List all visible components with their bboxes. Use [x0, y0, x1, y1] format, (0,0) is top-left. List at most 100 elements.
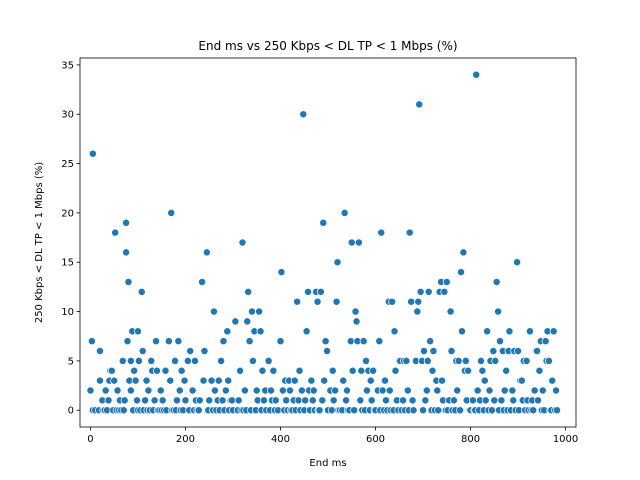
data-point — [538, 386, 547, 395]
data-point — [525, 327, 534, 336]
data-point — [363, 386, 371, 395]
data-point — [158, 396, 167, 405]
x-tick-label: 1000 — [553, 434, 578, 445]
data-point — [141, 396, 150, 405]
data-point — [442, 278, 451, 286]
data-point — [217, 356, 226, 365]
data-point — [343, 386, 351, 395]
y-tick-label: 0 — [68, 406, 74, 417]
data-point — [458, 327, 466, 336]
data-point — [110, 376, 119, 385]
data-point — [453, 386, 462, 395]
data-point — [535, 366, 544, 375]
data-point — [403, 386, 412, 395]
data-point — [290, 376, 299, 385]
plot-frame — [79, 57, 577, 428]
data-point — [147, 356, 156, 365]
data-point — [95, 376, 104, 385]
data-point — [490, 396, 499, 405]
data-point — [183, 356, 192, 365]
data-point — [138, 347, 147, 355]
data-point — [111, 228, 120, 237]
data-point — [508, 386, 517, 395]
data-point — [459, 248, 468, 257]
data-point — [553, 406, 561, 415]
data-point — [357, 366, 366, 375]
data-point — [293, 297, 302, 306]
data-point — [409, 406, 418, 415]
data-point — [194, 406, 203, 415]
data-point — [331, 386, 340, 395]
data-point — [481, 396, 490, 405]
data-point — [214, 376, 223, 385]
data-point — [282, 396, 291, 405]
data-point — [277, 268, 286, 277]
data-point — [440, 287, 449, 296]
data-point — [530, 386, 539, 395]
data-point — [122, 218, 131, 227]
data-point — [219, 337, 228, 346]
data-point — [472, 70, 481, 79]
data-point — [286, 386, 294, 395]
data-point — [434, 406, 443, 415]
data-point — [180, 376, 189, 385]
data-point — [378, 386, 387, 395]
data-point — [346, 337, 355, 346]
data-point — [517, 376, 526, 385]
data-point — [375, 337, 384, 346]
data-point — [101, 386, 110, 395]
data-point — [541, 337, 550, 346]
data-point — [407, 297, 416, 306]
data-point — [356, 396, 365, 405]
data-point — [124, 278, 133, 286]
data-point — [210, 386, 219, 395]
x-tick-label: 0 — [87, 434, 93, 445]
data-point — [405, 228, 414, 237]
data-point — [259, 396, 268, 405]
data-point — [408, 396, 417, 405]
data-point — [302, 327, 311, 336]
data-point — [218, 396, 227, 405]
y-tick-label: 10 — [61, 307, 74, 318]
y-tick-label: 30 — [61, 110, 74, 121]
data-point — [198, 278, 207, 286]
data-point — [120, 396, 129, 405]
y-axis: 0 5 10 15 20 25 30 35 — [61, 60, 80, 417]
data-point — [297, 386, 306, 395]
data-point — [278, 386, 287, 395]
data-point — [487, 406, 496, 415]
data-point — [426, 337, 435, 346]
data-point — [223, 327, 232, 336]
data-point — [248, 356, 257, 365]
data-point — [118, 356, 127, 365]
data-point — [522, 356, 531, 365]
data-point — [421, 396, 430, 405]
data-point — [509, 396, 518, 405]
data-point — [199, 376, 208, 385]
y-tick-label: 5 — [68, 356, 74, 367]
data-point — [529, 406, 538, 415]
data-point — [544, 356, 553, 365]
data-point — [485, 386, 494, 395]
data-point — [315, 406, 324, 415]
chart-title: End ms vs 250 Kbps < DL TP < 1 Mbps (%) — [198, 39, 457, 53]
data-point — [478, 366, 487, 375]
data-point — [144, 386, 153, 395]
data-point — [245, 337, 254, 346]
data-point — [134, 327, 142, 336]
data-point — [391, 366, 400, 375]
data-point — [221, 386, 230, 395]
data-point — [367, 396, 376, 405]
data-point — [548, 376, 557, 385]
x-axis: 0 200 400 600 800 1000 — [87, 427, 578, 445]
data-point — [388, 297, 397, 306]
data-point — [133, 396, 141, 405]
data-point — [318, 396, 327, 405]
data-point — [491, 356, 500, 365]
data-point — [252, 386, 261, 395]
data-point — [195, 396, 204, 405]
data-point — [123, 337, 132, 346]
data-point — [304, 287, 312, 296]
y-tick-label: 20 — [61, 208, 74, 219]
data-point — [382, 396, 390, 405]
